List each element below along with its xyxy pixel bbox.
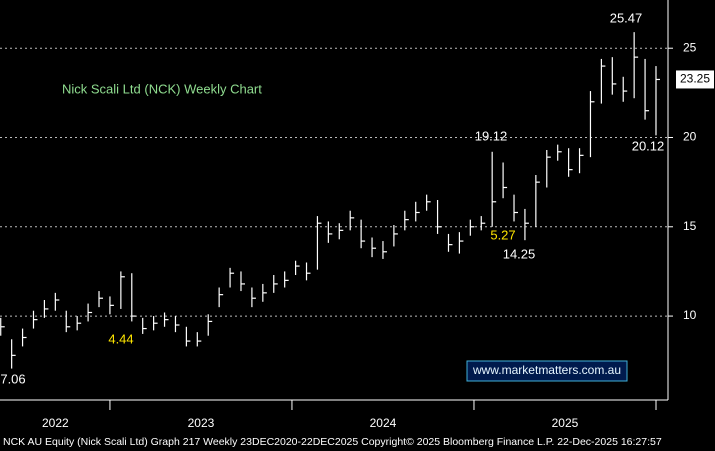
y-tick-label: 20 [683, 130, 697, 144]
x-tick-label: 2025 [552, 416, 579, 430]
footer: NCK AU Equity (Nick Scali Ltd) Graph 217… [3, 436, 662, 448]
chart-title: Nick Scali Ltd (NCK) Weekly Chart [62, 81, 262, 96]
y-tick-label: 10 [683, 308, 697, 322]
watermark: www.marketmatters.com.au [472, 363, 621, 377]
annotation: 7.06 [0, 371, 25, 386]
y-tick-label: 25 [683, 40, 697, 54]
annotation: 20.12 [632, 138, 665, 153]
annotation: 14.25 [503, 246, 536, 261]
y-tick-label: 15 [683, 219, 697, 233]
annotation: 25.47 [610, 10, 643, 25]
annotation: 19.12 [475, 128, 508, 143]
annotation: 4.44 [108, 331, 133, 346]
x-tick-label: 2024 [370, 416, 397, 430]
annotation: 5.27 [490, 227, 515, 242]
x-tick-label: 2023 [188, 416, 215, 430]
watermark-box [466, 360, 628, 382]
x-tick-label: 2022 [42, 416, 69, 430]
last-price-label: 23.25 [680, 72, 710, 86]
last-price-box [676, 70, 714, 89]
